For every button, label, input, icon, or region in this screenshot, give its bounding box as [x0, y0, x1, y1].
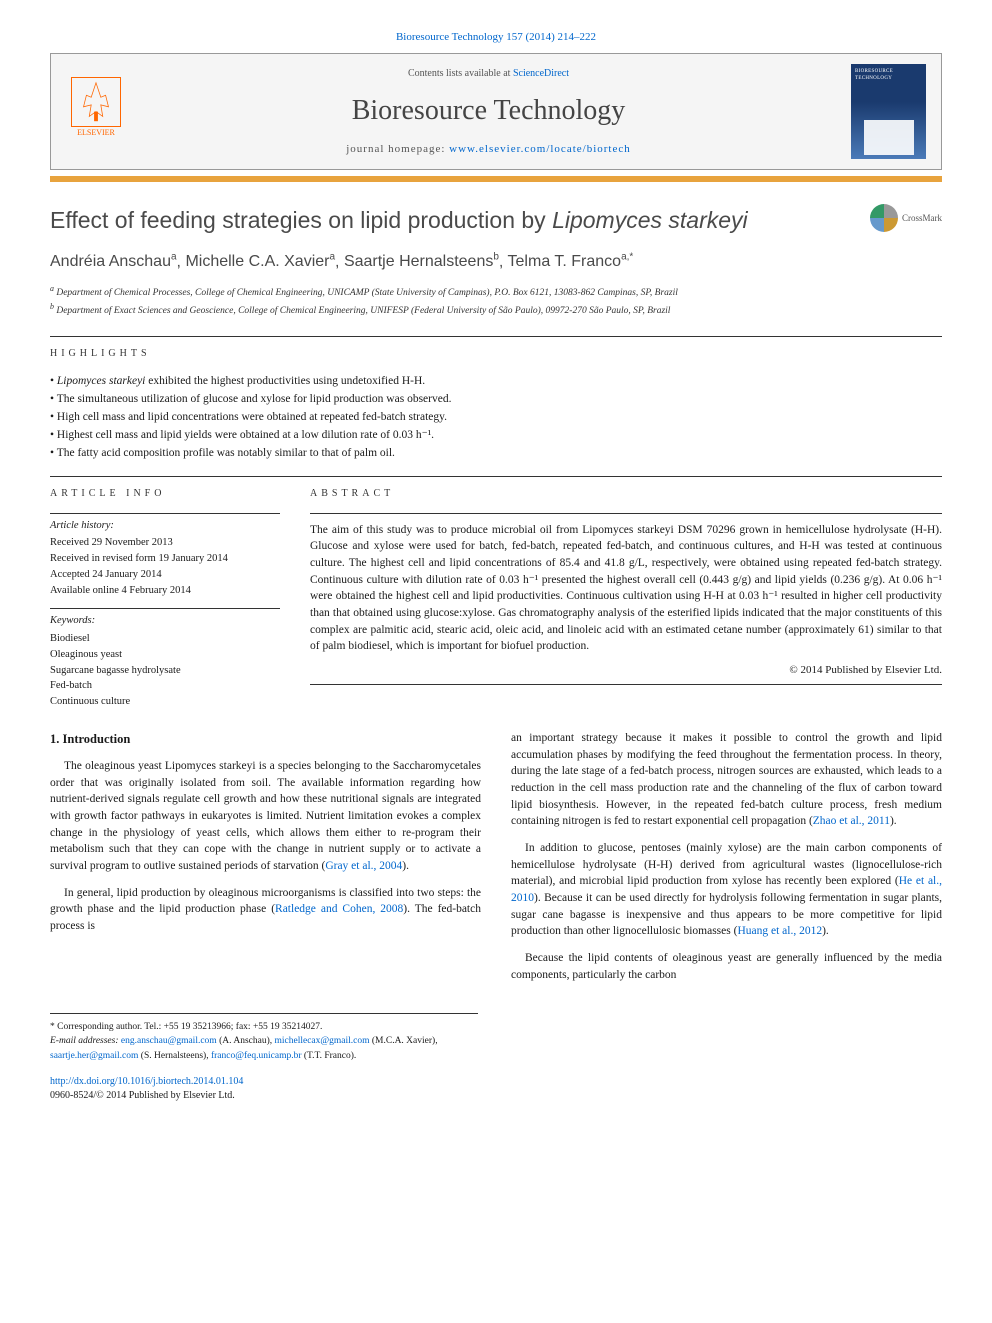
- homepage-link[interactable]: www.elsevier.com/locate/biortech: [449, 143, 631, 155]
- highlights-label: HIGHLIGHTS: [50, 347, 942, 361]
- citation-line: Bioresource Technology 157 (2014) 214–22…: [50, 30, 942, 45]
- ref-link[interactable]: Zhao et al., 2011: [813, 815, 890, 827]
- journal-header: ELSEVIER Contents lists available at Sci…: [50, 53, 942, 170]
- contents-text: Contents lists available at: [408, 68, 513, 79]
- history-received: Received 29 November 2013: [50, 535, 280, 551]
- intro-paragraph-1: The oleaginous yeast Lipomyces starkeyi …: [50, 758, 481, 875]
- body-col-left: 1. Introduction The oleaginous yeast Lip…: [50, 730, 481, 993]
- article-history: Article history: Received 29 November 20…: [50, 518, 280, 599]
- intro-paragraph-2: In general, lipid production by oleagino…: [50, 885, 481, 935]
- history-head: Article history:: [50, 518, 280, 534]
- highlight-item: The fatty acid composition profile was n…: [50, 445, 942, 461]
- col2-paragraph-3: Because the lipid contents of oleaginous…: [511, 950, 942, 983]
- ref-link[interactable]: Ratledge and Cohen, 2008: [275, 903, 403, 915]
- orange-divider-bar: [50, 176, 942, 182]
- elsevier-label: ELSEVIER: [77, 127, 115, 138]
- keyword: Continuous culture: [50, 694, 280, 710]
- keywords-block: Keywords: Biodiesel Oleaginous yeast Sug…: [50, 613, 280, 710]
- keywords-head: Keywords:: [50, 613, 280, 629]
- author-4: Telma T. Francoa,*: [508, 253, 634, 270]
- crossmark-label: CrossMark: [902, 212, 942, 225]
- crossmark-badge[interactable]: CrossMark: [870, 204, 942, 232]
- email-link[interactable]: saartje.her@gmail.com: [50, 1051, 138, 1061]
- contents-available-line: Contents lists available at ScienceDirec…: [126, 67, 851, 81]
- copyright-line: © 2014 Published by Elsevier Ltd.: [310, 663, 942, 678]
- keyword: Biodiesel: [50, 631, 280, 647]
- bottom-bar: http://dx.doi.org/10.1016/j.biortech.201…: [50, 1075, 942, 1103]
- keyword: Oleaginous yeast: [50, 647, 280, 663]
- history-accepted: Accepted 24 January 2014: [50, 567, 280, 583]
- keyword: Sugarcane bagasse hydrolysate: [50, 663, 280, 679]
- elsevier-logo: ELSEVIER: [66, 77, 126, 147]
- body-col-right: an important strategy because it makes i…: [511, 730, 942, 993]
- col2-paragraph-2: In addition to glucose, pentoses (mainly…: [511, 840, 942, 940]
- intro-heading: 1. Introduction: [50, 730, 481, 748]
- crossmark-icon: [870, 204, 898, 232]
- affiliation-b: b Department of Exact Sciences and Geosc…: [50, 301, 942, 318]
- corresponding-author-note: * Corresponding author. Tel.: +55 19 352…: [50, 1020, 478, 1034]
- history-revised: Received in revised form 19 January 2014: [50, 551, 280, 567]
- elsevier-tree-icon: [71, 77, 121, 127]
- email-link[interactable]: eng.anschau@gmail.com: [121, 1036, 217, 1046]
- author-1: Andréia Anschaua: [50, 253, 177, 270]
- issn-copyright: 0960-8524/© 2014 Published by Elsevier L…: [50, 1089, 243, 1103]
- email-addresses: E-mail addresses: eng.anschau@gmail.com …: [50, 1034, 478, 1063]
- highlight-item: Lipomyces starkeyi exhibited the highest…: [50, 373, 942, 389]
- body-two-columns: 1. Introduction The oleaginous yeast Lip…: [50, 730, 942, 993]
- journal-name: Bioresource Technology: [126, 91, 851, 130]
- rule: [50, 608, 280, 609]
- author-2: Michelle C.A. Xaviera: [185, 253, 335, 270]
- footnotes: * Corresponding author. Tel.: +55 19 352…: [50, 1013, 478, 1063]
- ref-link[interactable]: Gray et al., 2004: [325, 860, 402, 872]
- sciencedirect-link[interactable]: ScienceDirect: [513, 68, 569, 79]
- emails-label: E-mail addresses:: [50, 1036, 121, 1046]
- rule: [50, 513, 280, 514]
- highlight-item: Highest cell mass and lipid yields were …: [50, 427, 942, 443]
- homepage-prefix: journal homepage:: [346, 143, 449, 155]
- header-center: Contents lists available at ScienceDirec…: [126, 67, 851, 158]
- article-info-label: ARTICLE INFO: [50, 487, 280, 501]
- article-title: Effect of feeding strategies on lipid pr…: [50, 204, 942, 236]
- abstract-label: ABSTRACT: [310, 487, 942, 501]
- homepage-line: journal homepage: www.elsevier.com/locat…: [126, 142, 851, 157]
- abstract-column: ABSTRACT The aim of this study was to pr…: [310, 487, 942, 710]
- highlights-section: HIGHLIGHTS Lipomyces starkeyi exhibited …: [50, 347, 942, 461]
- highlight-item: The simultaneous utilization of glucose …: [50, 391, 942, 407]
- cover-title: BIORESOURCE TECHNOLOGY: [855, 68, 922, 82]
- title-text: Effect of feeding strategies on lipid pr…: [50, 207, 552, 233]
- doi-link[interactable]: http://dx.doi.org/10.1016/j.biortech.201…: [50, 1075, 243, 1089]
- journal-cover-thumbnail: BIORESOURCE TECHNOLOGY: [851, 64, 926, 159]
- abstract-text: The aim of this study was to produce mic…: [310, 522, 942, 655]
- email-link[interactable]: franco@feq.unicamp.br: [211, 1051, 302, 1061]
- rule: [310, 513, 942, 514]
- highlight-item: High cell mass and lipid concentrations …: [50, 409, 942, 425]
- info-abstract-row: ARTICLE INFO Article history: Received 2…: [50, 487, 942, 710]
- affiliation-a: a Department of Chemical Processes, Coll…: [50, 283, 942, 300]
- rule: [50, 336, 942, 337]
- doi-issn-block: http://dx.doi.org/10.1016/j.biortech.201…: [50, 1075, 243, 1103]
- history-online: Available online 4 February 2014: [50, 583, 280, 599]
- authors-line: Andréia Anschaua, Michelle C.A. Xaviera,…: [50, 251, 942, 274]
- article-info-column: ARTICLE INFO Article history: Received 2…: [50, 487, 280, 710]
- rule: [310, 684, 942, 685]
- rule: [50, 476, 942, 477]
- highlights-list: Lipomyces starkeyi exhibited the highest…: [50, 373, 942, 461]
- col2-paragraph-1: an important strategy because it makes i…: [511, 730, 942, 830]
- keyword: Fed-batch: [50, 678, 280, 694]
- author-3: Saartje Hernalsteensb: [344, 253, 499, 270]
- ref-link[interactable]: Huang et al., 2012: [737, 925, 822, 937]
- email-link[interactable]: michellecax@gmail.com: [274, 1036, 369, 1046]
- affiliations: a Department of Chemical Processes, Coll…: [50, 283, 942, 318]
- title-species: Lipomyces starkeyi: [552, 207, 748, 233]
